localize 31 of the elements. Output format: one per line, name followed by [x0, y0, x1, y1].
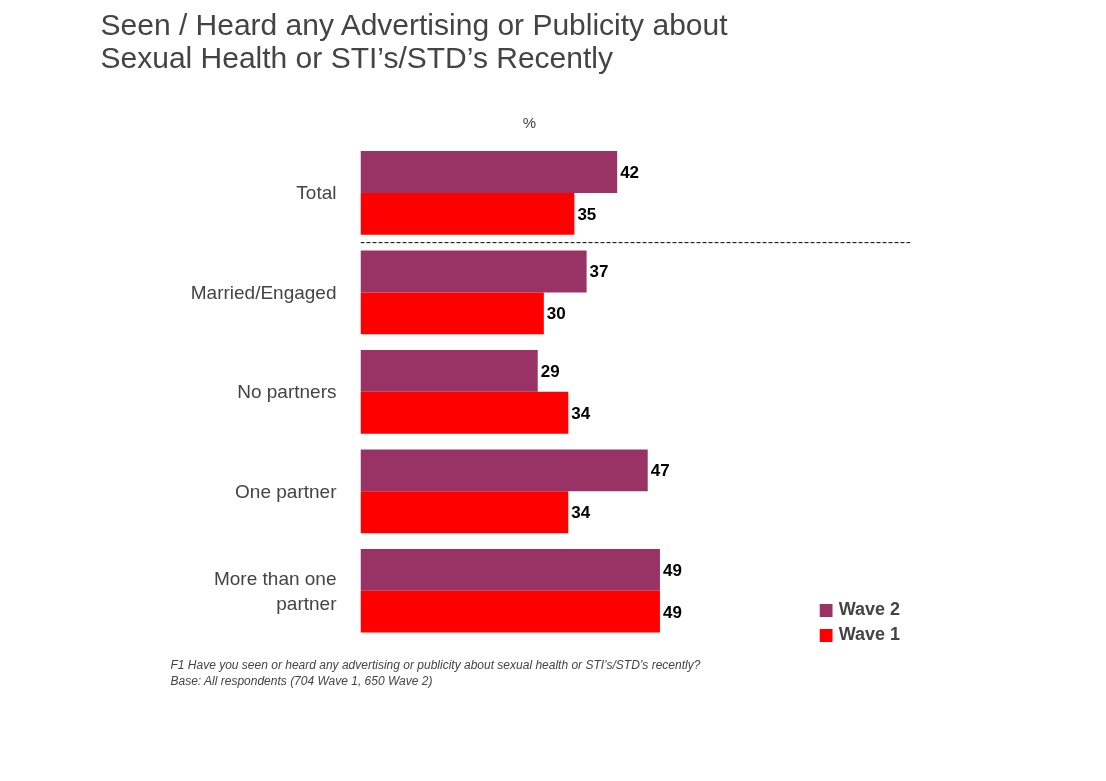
bar — [360, 292, 544, 335]
bar — [360, 590, 660, 633]
legend-label: Wave 1 — [838, 624, 900, 645]
text: % — [522, 114, 537, 132]
data-label: 35 — [577, 204, 597, 224]
chart-title: Seen / Heard any Advertising or Publicity about Sexual Health or STI’s/STD’s Recently — [100, 7, 729, 74]
data-label: 47 — [650, 461, 670, 481]
data-label: 49 — [662, 602, 682, 622]
bar — [360, 151, 618, 193]
y-tick-label: More than one partner — [213, 567, 338, 614]
y-tick-label: No partners — [237, 381, 337, 403]
bar — [360, 491, 569, 534]
data-label: 37 — [589, 262, 609, 282]
data-label: 49 — [662, 560, 682, 580]
data-label: 30 — [546, 304, 566, 324]
data-label: 34 — [571, 503, 591, 523]
bar — [360, 391, 569, 434]
data-label: 29 — [540, 361, 560, 381]
data-label: 34 — [571, 403, 591, 423]
y-tick-label: Total — [296, 182, 337, 204]
y-tick-label: One partner — [235, 480, 338, 502]
y-tick-label: Married/Engaged — [190, 281, 337, 303]
legend-label: Wave 2 — [838, 599, 900, 620]
bar — [360, 250, 587, 293]
bar — [360, 192, 575, 235]
text: Base: All respondents (704 Wave 1, 650 Wave 2) — [170, 673, 433, 688]
bar — [360, 549, 660, 591]
text: F1 Have you seen or heard any advertising or publicity about sexual health or STI’s/STD’s recently? — [170, 657, 701, 672]
data-label: 42 — [620, 163, 640, 183]
bar — [360, 350, 538, 392]
bar — [360, 449, 648, 492]
